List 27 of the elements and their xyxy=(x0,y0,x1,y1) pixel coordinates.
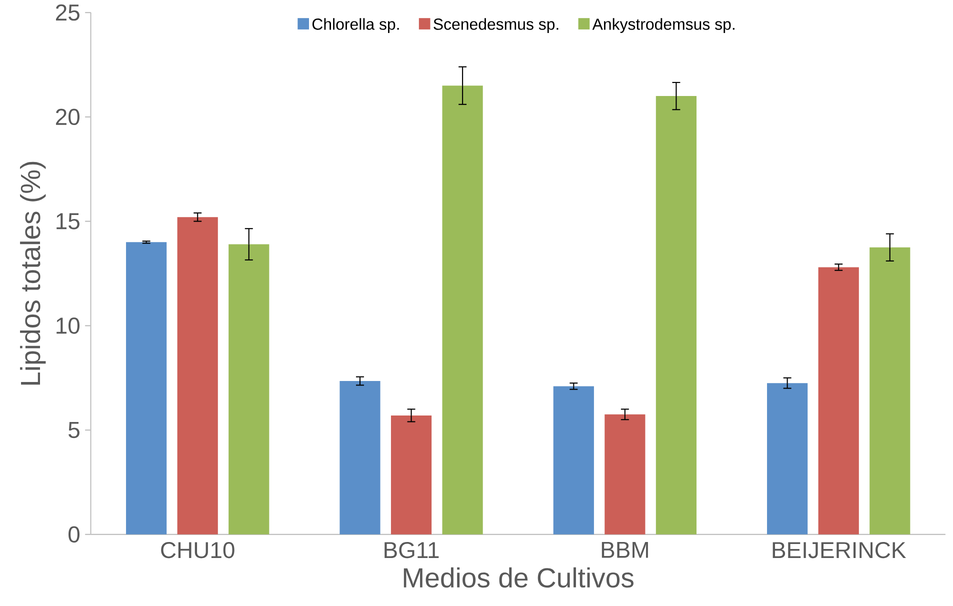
x-tick-label: BBM xyxy=(602,542,648,558)
legend-label: Ankystrodemsus sp. xyxy=(592,18,734,33)
x-tick-label: BG11 xyxy=(384,542,439,558)
y-tick-label: 15 xyxy=(56,213,80,230)
bar xyxy=(126,242,167,534)
legend-label: Chlorella sp. xyxy=(312,18,399,33)
bar xyxy=(818,267,859,534)
bar xyxy=(870,247,910,534)
y-tick-label: 20 xyxy=(56,108,80,125)
bar xyxy=(390,415,432,534)
bar xyxy=(228,244,270,534)
bar xyxy=(442,85,483,534)
y-tick-label: 25 xyxy=(56,4,80,21)
y-tick-label: 10 xyxy=(56,317,80,334)
x-axis-title: Medios de Cultivos xyxy=(404,567,634,588)
y-tick-label: 0 xyxy=(68,526,80,542)
bar xyxy=(604,414,646,534)
bar xyxy=(767,382,808,534)
x-tick-label: CHU10 xyxy=(161,542,234,558)
bar xyxy=(340,380,380,534)
y-axis-title: Lipidos totales (%) xyxy=(20,162,46,384)
bar xyxy=(553,386,594,534)
bar xyxy=(177,216,218,534)
legend-label: Scenedesmus sp. xyxy=(434,18,558,33)
y-tick-label: 5 xyxy=(68,422,80,438)
bar xyxy=(656,96,697,534)
x-tick-label: BEIJERINCK xyxy=(772,542,906,558)
